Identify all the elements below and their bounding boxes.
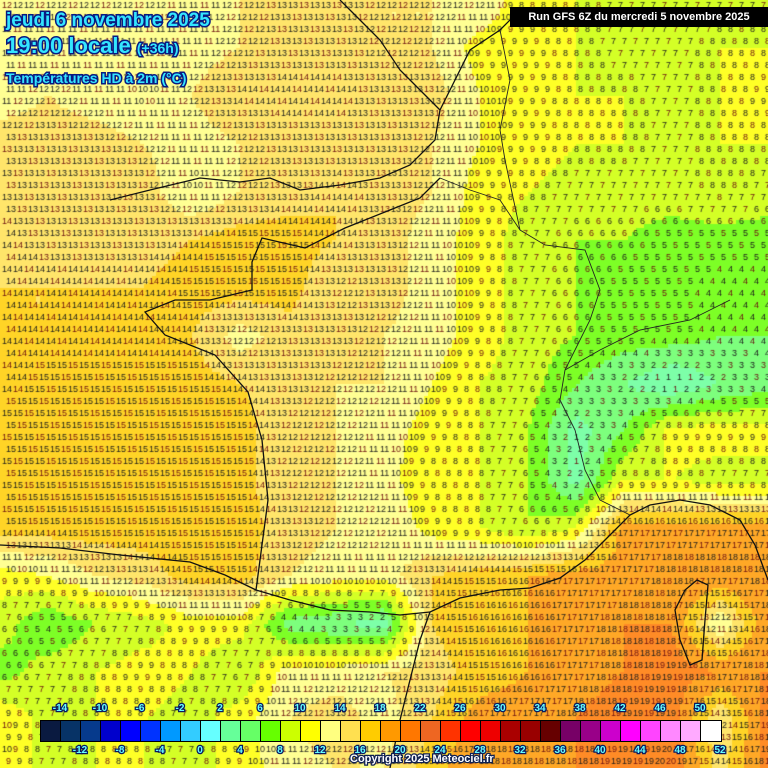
- legend-swatch: [541, 721, 561, 741]
- legend-tick-label: 26: [453, 702, 467, 716]
- legend-tick-label: 22: [413, 702, 427, 716]
- legend-tick-label: 50: [693, 702, 707, 716]
- legend-swatch: [301, 721, 321, 741]
- legend-swatch: [561, 721, 581, 741]
- forecast-date: jeudi 6 novembre 2025: [5, 9, 212, 33]
- legend-swatch: [141, 721, 161, 741]
- legend-swatch: [521, 721, 541, 741]
- legend-tick-label: 10: [293, 702, 307, 716]
- legend-swatch: [61, 721, 81, 741]
- forecast-time: 19:00 locale (+36h): [5, 32, 180, 60]
- legend-swatch: [201, 721, 221, 741]
- legend-swatch: [621, 721, 641, 741]
- legend-swatch: [181, 721, 201, 741]
- parameter-title: Températures HD à 2m (°C): [4, 69, 187, 88]
- legend-tick-label: 48: [673, 744, 687, 758]
- legend-tick-label: 24: [433, 744, 447, 758]
- legend-swatch: [101, 721, 121, 741]
- legend-tick-label: 0: [196, 744, 204, 758]
- legend-swatch: [401, 721, 421, 741]
- local-time: 19:00 locale: [5, 32, 133, 60]
- legend-tick-label: -14: [51, 702, 68, 716]
- legend-tick-label: -6: [134, 702, 145, 716]
- legend-swatch: [641, 721, 661, 741]
- legend-tick-label: 32: [513, 744, 527, 758]
- legend-tick-label: -4: [154, 744, 165, 758]
- legend-swatch: [161, 721, 181, 741]
- legend-tick-label: 16: [353, 744, 367, 758]
- legend-tick-label: 6: [256, 702, 264, 716]
- legend-tick-label: 52: [713, 744, 727, 758]
- legend-swatch: [421, 721, 441, 741]
- legend-tick-label: 40: [593, 744, 607, 758]
- legend-tick-label: 38: [573, 702, 587, 716]
- legend-tick-label: 36: [553, 744, 567, 758]
- legend-swatch: [661, 721, 681, 741]
- legend-swatch: [501, 721, 521, 741]
- legend-tick-label: -2: [174, 702, 185, 716]
- legend-tick-label: 42: [613, 702, 627, 716]
- legend-swatch: [461, 721, 481, 741]
- color-scale-legend: [40, 720, 722, 742]
- lead-time: (+36h): [135, 39, 180, 58]
- legend-tick-label: 46: [653, 702, 667, 716]
- legend-tick-label: -10: [91, 702, 108, 716]
- legend-tick-label: 30: [493, 702, 507, 716]
- legend-swatch: [341, 721, 361, 741]
- legend-swatch: [281, 721, 301, 741]
- legend-tick-label: -12: [71, 744, 88, 758]
- legend-tick-label: 34: [533, 702, 547, 716]
- legend-swatch: [361, 721, 381, 741]
- legend-swatch: [601, 721, 621, 741]
- legend-tick-label: 44: [633, 744, 647, 758]
- legend-swatch: [261, 721, 281, 741]
- legend-tick-label: 14: [333, 702, 347, 716]
- legend-tick-label: 28: [473, 744, 487, 758]
- legend-swatch: [121, 721, 141, 741]
- legend-tick-label: -8: [114, 744, 125, 758]
- legend-tick-label: 2: [216, 702, 224, 716]
- legend-tick-label: 12: [313, 744, 327, 758]
- legend-swatch: [441, 721, 461, 741]
- legend-tick-label: 4: [236, 744, 244, 758]
- legend-tick-label: 18: [373, 702, 387, 716]
- legend-swatch: [321, 721, 341, 741]
- model-run-banner: Run GFS 6Z du mercredi 5 novembre 2025: [510, 7, 768, 27]
- legend-swatch: [241, 721, 261, 741]
- legend-tick-label: 8: [276, 744, 284, 758]
- legend-tick-label: 20: [393, 744, 407, 758]
- legend-swatch: [81, 721, 101, 741]
- legend-swatch: [221, 721, 241, 741]
- legend-swatch: [681, 721, 701, 741]
- legend-swatch: [581, 721, 601, 741]
- legend-swatch: [381, 721, 401, 741]
- legend-swatch: [701, 721, 721, 741]
- legend-swatch: [481, 721, 501, 741]
- legend-swatch: [41, 721, 61, 741]
- copyright: Copyright 2025 Meteociel.fr: [349, 752, 495, 767]
